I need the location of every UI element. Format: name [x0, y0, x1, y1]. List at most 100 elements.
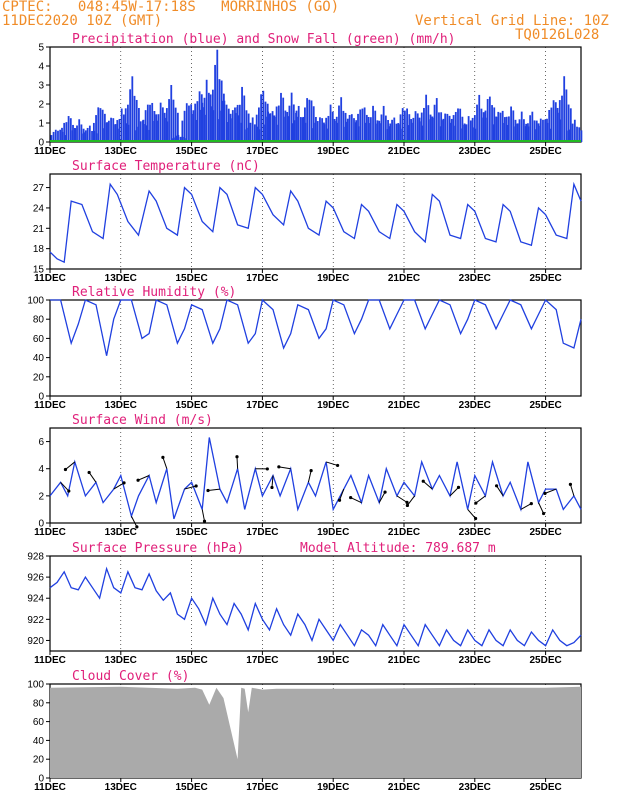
precip-bar	[571, 123, 574, 142]
precip-bar	[523, 119, 525, 142]
precip-bar	[450, 122, 453, 142]
precip-bar	[73, 127, 76, 142]
precip-bar	[546, 118, 548, 142]
precip-bar	[175, 135, 178, 142]
precip-bar	[163, 112, 166, 142]
x-tick-label: 25DEC	[529, 146, 561, 157]
precip-bar	[414, 111, 417, 142]
precip-bar	[103, 128, 106, 142]
precip-bar	[245, 110, 248, 142]
precip-bar	[243, 95, 246, 142]
precip-bar	[535, 129, 538, 142]
precip-bar	[565, 89, 568, 142]
precip-bar	[550, 107, 553, 142]
x-tick-label: 13DEC	[105, 273, 137, 284]
precip-bar	[386, 129, 389, 142]
wind-arrow-head	[383, 490, 387, 494]
precip-bar	[312, 128, 315, 142]
x-tick-label: 23DEC	[459, 655, 491, 666]
x-tick-label: 17DEC	[246, 527, 278, 538]
precip-bar	[310, 100, 313, 142]
x-tick-label: 25DEC	[529, 400, 561, 411]
precip-bar	[265, 116, 267, 142]
precip-bar	[280, 92, 282, 142]
precip-bar	[408, 125, 410, 142]
precip-bar	[247, 113, 250, 142]
wind-arrow-head	[87, 470, 91, 475]
wind-arrow-head	[335, 463, 340, 468]
y-tick-label: 0	[38, 138, 44, 149]
precip-bar	[338, 105, 340, 142]
x-tick-label: 25DEC	[529, 655, 561, 666]
precip-bar	[138, 107, 140, 142]
x-tick-label: 23DEC	[459, 527, 491, 538]
panel-extra-pres: Model Altitude: 789.687 m	[300, 541, 496, 556]
x-tick-label: 21DEC	[388, 782, 420, 793]
precip-bar	[539, 118, 542, 142]
precip-bar	[86, 127, 89, 142]
wind-arrow-head	[405, 500, 409, 504]
precip-bar	[561, 95, 563, 142]
precip-bar	[580, 130, 583, 142]
precip-bar	[471, 117, 474, 142]
precip-bar	[271, 111, 274, 142]
precip-bar	[203, 97, 206, 142]
precip-bar	[372, 105, 374, 142]
x-tick-label: 21DEC	[388, 273, 420, 284]
x-tick-label: 17DEC	[246, 782, 278, 793]
wind-arrow	[538, 502, 545, 514]
y-tick-label: 928	[27, 552, 44, 563]
precip-bar	[361, 108, 364, 142]
precip-bar	[273, 115, 276, 142]
x-tick-label: 21DEC	[388, 146, 420, 157]
precip-bar	[245, 129, 247, 142]
precip-bar	[216, 119, 219, 142]
precip-bar	[176, 112, 179, 142]
x-tick-label: 13DEC	[105, 146, 137, 157]
wind-arrow	[496, 485, 504, 497]
precip-bar	[431, 116, 434, 142]
precip-bar	[103, 113, 106, 142]
precip-bar	[137, 126, 140, 142]
precip-bar	[478, 94, 481, 142]
series-line-pres	[49, 566, 582, 648]
precip-bar	[110, 117, 112, 142]
precip-bar	[88, 125, 91, 142]
precip-bar	[135, 99, 138, 142]
x-tick-label: 19DEC	[317, 655, 349, 666]
y-tick-label: 4	[38, 464, 44, 475]
precip-bar	[255, 114, 258, 142]
precip-bar	[179, 136, 182, 142]
precip-bar	[563, 76, 566, 142]
precip-bar	[404, 110, 406, 142]
precip-bar	[207, 92, 210, 142]
y-tick-label: 922	[27, 615, 44, 626]
precip-bar	[323, 122, 325, 142]
precip-bar	[173, 137, 175, 142]
precip-bar	[554, 102, 557, 142]
precip-bar	[427, 105, 430, 142]
precip-bar	[435, 98, 438, 142]
precip-bar	[576, 126, 578, 142]
y-tick-label: 2	[38, 491, 44, 502]
precip-bar	[380, 114, 383, 142]
precip-bar	[353, 118, 355, 142]
precip-bar	[569, 129, 572, 142]
wind-arrow	[60, 481, 70, 492]
wind-arrow	[325, 461, 338, 466]
precip-bar	[282, 97, 285, 142]
x-tick-label: 23DEC	[459, 400, 491, 411]
x-tick-label: 11DEC	[34, 527, 66, 538]
series-line-rh	[50, 298, 582, 356]
wind-arrow-head	[122, 481, 126, 485]
wind-arrow	[207, 488, 220, 492]
precip-bar	[520, 111, 523, 142]
precip-bar	[473, 115, 476, 142]
wind-arrow	[162, 457, 168, 469]
wind-arrow-head	[529, 502, 533, 506]
precip-bar	[514, 126, 517, 142]
wind-arrow-head	[337, 498, 342, 502]
precip-bar	[159, 102, 162, 142]
precip-bar	[495, 116, 497, 142]
y-tick-label: 3	[38, 81, 44, 92]
